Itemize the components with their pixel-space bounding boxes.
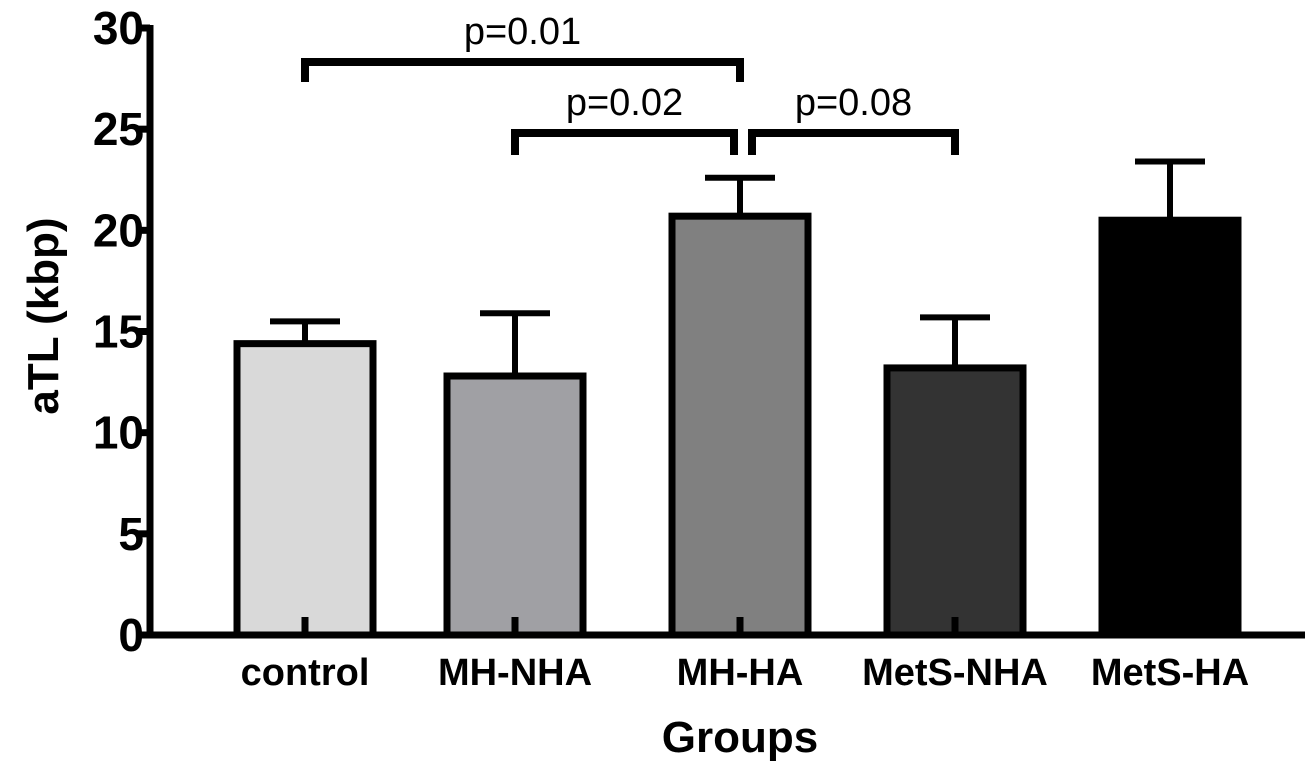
category-label: control: [241, 652, 370, 694]
y-axis-title: aTL (kbp): [19, 217, 68, 414]
y-tick-label: 30: [93, 2, 144, 54]
category-label: MH-HA: [677, 652, 804, 694]
category-label: MH-NHA: [438, 652, 592, 694]
bar-mh-nha: [443, 372, 587, 639]
bar-mh-ha: [668, 212, 812, 639]
y-ticks-layer: 0 5 10 15 20 25 30: [93, 2, 150, 661]
error-bars-layer: [270, 158, 1205, 377]
category-labels-layer: control MH-NHA MH-HA MetS-NHA MetS-HA: [241, 652, 1250, 694]
x-ticks-layer: [301, 617, 1174, 635]
bars-layer: [233, 212, 1242, 639]
significance-brackets-layer: p=0.01 p=0.02 p=0.08: [301, 11, 959, 155]
category-label: MetS-NHA: [862, 652, 1048, 694]
significance-bracket: [748, 129, 959, 155]
bar-mets-nha: [883, 364, 1027, 639]
significance-bracket: [511, 129, 738, 155]
category-label: MetS-HA: [1091, 652, 1249, 694]
y-tick-label: 25: [93, 103, 144, 155]
y-tick-label: 15: [93, 306, 144, 358]
y-tick-label: 0: [118, 609, 144, 661]
p-value-label: p=0.01: [464, 11, 581, 53]
significance-bracket: [301, 58, 744, 82]
y-tick-label: 5: [118, 508, 144, 560]
bar-control: [233, 340, 377, 639]
x-axis-title: Groups: [662, 713, 818, 762]
y-tick-label: 10: [93, 407, 144, 459]
y-tick-label: 20: [93, 204, 144, 256]
p-value-label: p=0.02: [566, 82, 683, 124]
bar-mets-ha: [1098, 216, 1242, 639]
p-value-label: p=0.08: [795, 82, 912, 124]
